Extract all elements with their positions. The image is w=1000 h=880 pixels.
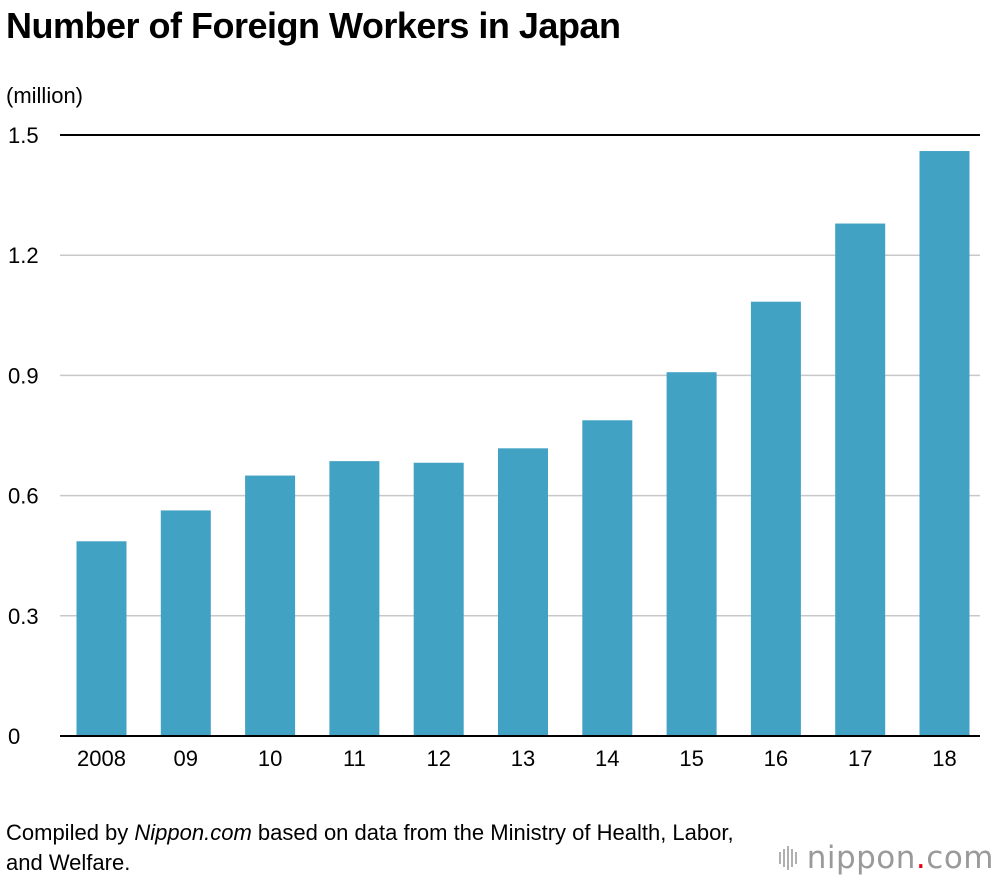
bar-13 [498,448,548,736]
chart-title: Number of Foreign Workers in Japan [6,5,621,46]
x-tick-label: 18 [932,746,956,771]
y-tick-label: 1.2 [8,243,39,268]
bar-15 [666,372,717,736]
logo-text-right: com [926,840,994,876]
y-tick-label: 1.5 [8,123,39,148]
bar-10 [245,475,296,736]
bar-2008 [76,541,127,736]
bars [76,151,970,736]
x-tick-label: 12 [426,746,450,771]
logo-bars-icon [778,845,799,871]
y-axis-unit-label: (million) [6,83,83,108]
bar-17 [835,223,886,736]
x-tick-label: 11 [343,746,366,771]
bar-12 [413,462,464,736]
bar-11 [329,461,380,736]
bar-18 [919,151,970,736]
bar-16 [750,301,801,736]
y-tick-label: 0.9 [8,363,39,388]
x-tick-label: 10 [258,746,282,771]
source-note: Compiled by Nippon.com based on data fro… [6,818,766,878]
x-tick-labels: 2008 09 10 11 12 13 14 15 16 17 18 [77,746,957,771]
y-tick-labels: 0 0.3 0.6 0.9 1.2 1.5 [8,123,39,749]
source-note-prefix: Compiled by [6,820,135,845]
x-tick-label: 15 [679,746,703,771]
logo-text-left: nippon [806,840,916,876]
bar-09 [160,510,211,736]
source-note-site: Nippon.com [134,820,252,845]
source-note-suffix: based on data from the Ministry of Healt… [6,820,734,875]
y-tick-label: 0 [8,724,20,749]
x-tick-label: 2008 [77,746,126,771]
y-tick-label: 0.6 [8,484,39,509]
nippon-logo: nippon. com [778,838,994,878]
x-tick-label: 16 [764,746,788,771]
bar-chart: 0 0.3 0.6 0.9 1.2 1.5 2008 09 10 11 12 13 14 15 16 17 1… [8,123,980,771]
bar-14 [582,420,633,736]
x-tick-label: 09 [174,746,198,771]
y-tick-label: 0.3 [8,604,39,629]
x-tick-label: 14 [595,746,619,771]
logo-dot: . [915,840,927,876]
x-tick-label: 13 [511,746,535,771]
x-tick-label: 17 [848,746,872,771]
